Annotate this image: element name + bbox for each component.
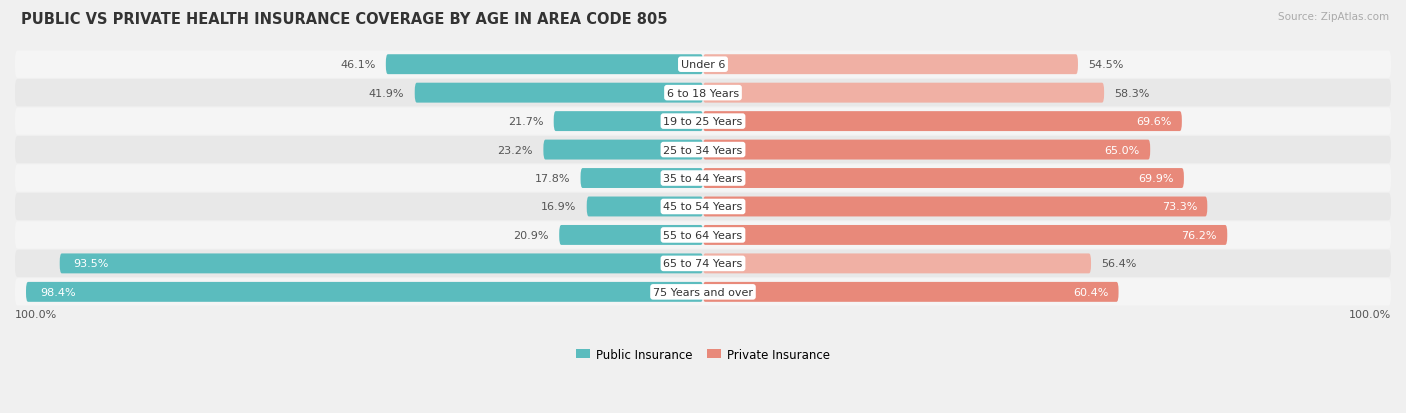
Text: 65 to 74 Years: 65 to 74 Years <box>664 259 742 269</box>
Text: 6 to 18 Years: 6 to 18 Years <box>666 88 740 98</box>
FancyBboxPatch shape <box>581 169 703 188</box>
Text: 35 to 44 Years: 35 to 44 Years <box>664 173 742 184</box>
Text: Under 6: Under 6 <box>681 60 725 70</box>
FancyBboxPatch shape <box>703 254 1091 274</box>
FancyBboxPatch shape <box>15 193 1391 221</box>
FancyBboxPatch shape <box>15 165 1391 192</box>
Text: 41.9%: 41.9% <box>368 88 405 98</box>
Text: 100.0%: 100.0% <box>1348 309 1391 319</box>
Text: 25 to 34 Years: 25 to 34 Years <box>664 145 742 155</box>
FancyBboxPatch shape <box>385 55 703 75</box>
FancyBboxPatch shape <box>543 140 703 160</box>
FancyBboxPatch shape <box>703 55 1078 75</box>
Legend: Public Insurance, Private Insurance: Public Insurance, Private Insurance <box>576 348 830 361</box>
FancyBboxPatch shape <box>15 278 1391 306</box>
Text: 100.0%: 100.0% <box>15 309 58 319</box>
FancyBboxPatch shape <box>560 225 703 245</box>
Text: 93.5%: 93.5% <box>73 259 108 269</box>
FancyBboxPatch shape <box>703 225 1227 245</box>
FancyBboxPatch shape <box>703 140 1150 160</box>
FancyBboxPatch shape <box>25 282 703 302</box>
FancyBboxPatch shape <box>15 222 1391 249</box>
FancyBboxPatch shape <box>586 197 703 217</box>
Text: 58.3%: 58.3% <box>1115 88 1150 98</box>
FancyBboxPatch shape <box>415 83 703 103</box>
FancyBboxPatch shape <box>703 83 1104 103</box>
FancyBboxPatch shape <box>703 169 1184 188</box>
FancyBboxPatch shape <box>703 197 1208 217</box>
Text: 23.2%: 23.2% <box>498 145 533 155</box>
Text: PUBLIC VS PRIVATE HEALTH INSURANCE COVERAGE BY AGE IN AREA CODE 805: PUBLIC VS PRIVATE HEALTH INSURANCE COVER… <box>21 12 668 27</box>
FancyBboxPatch shape <box>15 137 1391 164</box>
FancyBboxPatch shape <box>59 254 703 274</box>
Text: 98.4%: 98.4% <box>39 287 76 297</box>
Text: 16.9%: 16.9% <box>541 202 576 212</box>
Text: 46.1%: 46.1% <box>340 60 375 70</box>
Text: 17.8%: 17.8% <box>534 173 571 184</box>
Text: Source: ZipAtlas.com: Source: ZipAtlas.com <box>1278 12 1389 22</box>
Text: 69.6%: 69.6% <box>1136 117 1171 127</box>
FancyBboxPatch shape <box>15 80 1391 107</box>
Text: 19 to 25 Years: 19 to 25 Years <box>664 117 742 127</box>
Text: 76.2%: 76.2% <box>1181 230 1218 240</box>
FancyBboxPatch shape <box>15 51 1391 78</box>
Text: 69.9%: 69.9% <box>1137 173 1174 184</box>
FancyBboxPatch shape <box>15 108 1391 135</box>
Text: 54.5%: 54.5% <box>1088 60 1123 70</box>
Text: 45 to 54 Years: 45 to 54 Years <box>664 202 742 212</box>
Text: 65.0%: 65.0% <box>1105 145 1140 155</box>
Text: 56.4%: 56.4% <box>1101 259 1136 269</box>
FancyBboxPatch shape <box>15 250 1391 278</box>
Text: 21.7%: 21.7% <box>508 117 543 127</box>
Text: 73.3%: 73.3% <box>1161 202 1197 212</box>
Text: 20.9%: 20.9% <box>513 230 548 240</box>
Text: 55 to 64 Years: 55 to 64 Years <box>664 230 742 240</box>
Text: 60.4%: 60.4% <box>1073 287 1108 297</box>
FancyBboxPatch shape <box>554 112 703 132</box>
FancyBboxPatch shape <box>703 282 1119 302</box>
FancyBboxPatch shape <box>703 112 1182 132</box>
Text: 75 Years and over: 75 Years and over <box>652 287 754 297</box>
